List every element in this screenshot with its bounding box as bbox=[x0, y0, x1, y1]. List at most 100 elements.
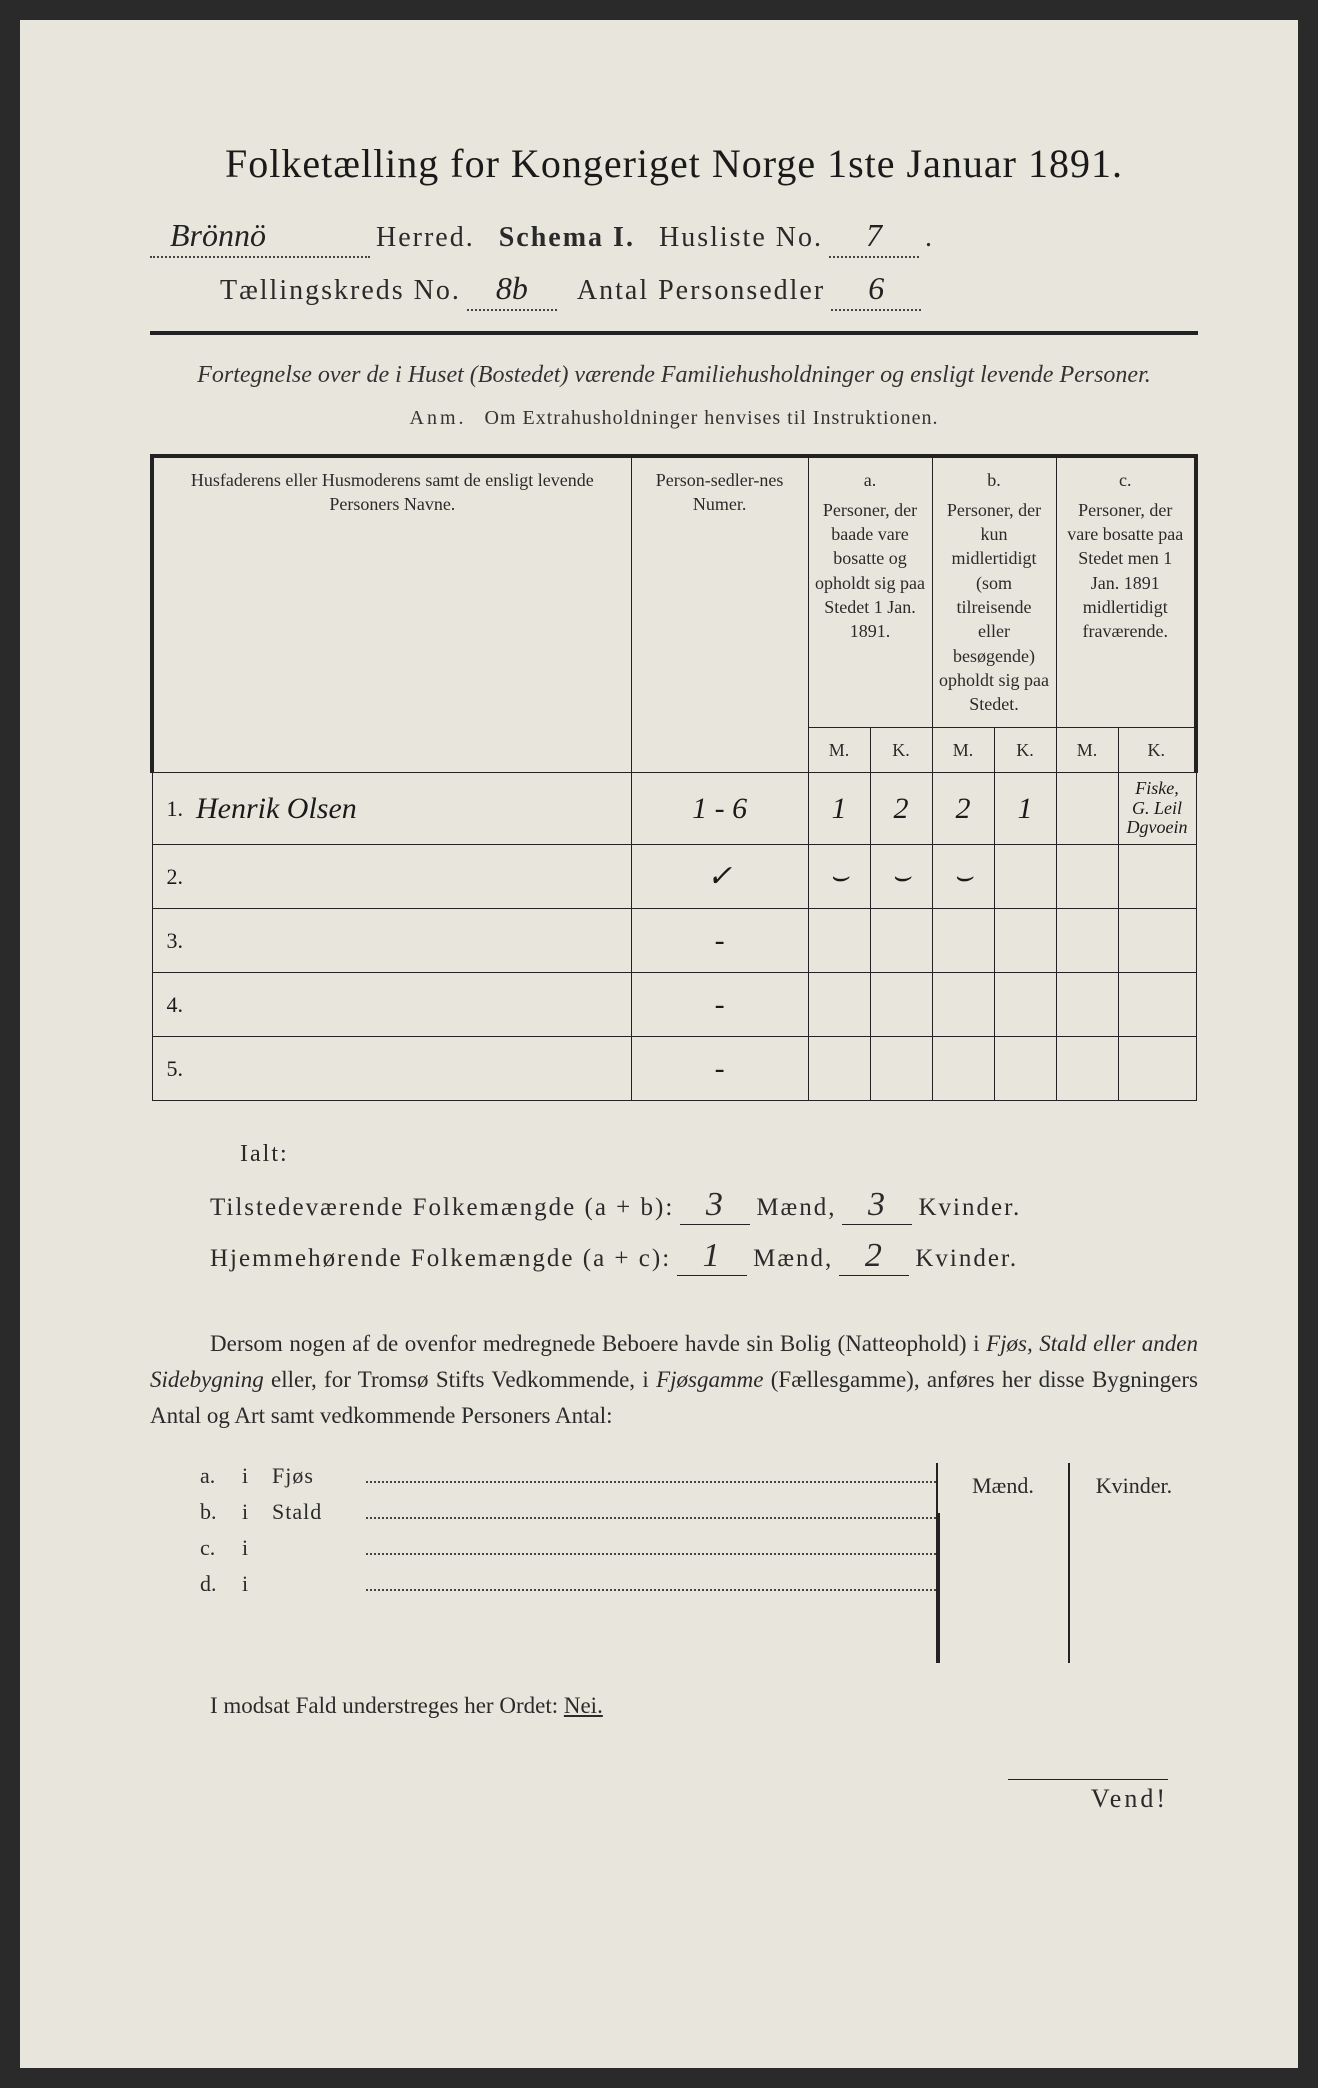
col-c: c. Personer, der vare bosatte paa Stedet… bbox=[1056, 456, 1196, 727]
bld-label: Fjøs bbox=[272, 1463, 352, 1489]
row-numer: - bbox=[631, 1037, 808, 1101]
bld-i: i bbox=[242, 1499, 258, 1525]
a-m: M. bbox=[808, 727, 870, 772]
building-row: b. i Stald bbox=[150, 1499, 936, 1525]
bld-i: i bbox=[242, 1571, 258, 1597]
header-line-2: Tællingskreds No. 8b Antal Personsedler … bbox=[150, 270, 1198, 311]
row-aM bbox=[808, 973, 870, 1037]
total-present: Tilstedeværende Folkemængde (a + b): 3 M… bbox=[210, 1186, 1198, 1225]
bld-i: i bbox=[242, 1535, 258, 1561]
col-b: b. Personer, der kun midlertidigt (som t… bbox=[932, 456, 1056, 727]
row-cM bbox=[1056, 909, 1118, 973]
buildings-table: a. i Fjøs b. i Stald c. i d. i bbox=[150, 1463, 1198, 1663]
kreds-label: Tællingskreds No. bbox=[220, 275, 461, 307]
row-aK bbox=[870, 973, 932, 1037]
col-numer: Person-sedler-nes Numer. bbox=[631, 456, 808, 773]
row-bK bbox=[994, 909, 1056, 973]
bld-dots bbox=[366, 1577, 936, 1591]
table-row: 4. - bbox=[152, 973, 1196, 1037]
divider bbox=[150, 331, 1198, 335]
title-main: Folketælling for Kongeriget Norge 1ste J… bbox=[225, 141, 1017, 186]
nei-line: I modsat Fald understreges her Ordet: Ne… bbox=[150, 1693, 1198, 1719]
row-numer: - bbox=[631, 973, 808, 1037]
kvinder-label: Kvinder. bbox=[915, 1245, 1018, 1273]
row-cK bbox=[1118, 973, 1196, 1037]
row-cK: Fiske, G. Leil Dgvoein bbox=[1118, 772, 1196, 844]
maend-label: Mænd, bbox=[756, 1194, 836, 1222]
buildings-list: a. i Fjøs b. i Stald c. i d. i bbox=[150, 1463, 936, 1663]
bld-letter: d. bbox=[200, 1571, 228, 1597]
row-bK bbox=[994, 845, 1056, 909]
subtitle: Fortegnelse over de i Huset (Bostedet) v… bbox=[150, 359, 1198, 393]
household-table: Husfaderens eller Husmoderens samt de en… bbox=[150, 454, 1198, 1102]
row-num: 3. bbox=[152, 909, 192, 973]
row-cM bbox=[1056, 772, 1118, 844]
total-resident-k: 2 bbox=[839, 1237, 909, 1276]
row-cK bbox=[1118, 909, 1196, 973]
col-b-text: Personer, der kun midlertidigt (som tilr… bbox=[939, 500, 1049, 714]
row-num: 5. bbox=[152, 1037, 192, 1101]
total-resident: Hjemmehørende Folkemængde (a + c): 1 Mæn… bbox=[210, 1237, 1198, 1276]
col-names: Husfaderens eller Husmoderens samt de en… bbox=[152, 456, 631, 773]
row-bM: 2 bbox=[932, 772, 994, 844]
buildings-paragraph: Dersom nogen af de ovenfor medregnede Be… bbox=[150, 1326, 1198, 1433]
row-cK bbox=[1118, 1037, 1196, 1101]
total-present-k: 3 bbox=[842, 1186, 912, 1225]
bld-dots bbox=[366, 1505, 936, 1519]
table-row: 5. - bbox=[152, 1037, 1196, 1101]
ialt-label: Ialt: bbox=[240, 1141, 1198, 1168]
row-cM bbox=[1056, 1037, 1118, 1101]
bld-label: Stald bbox=[272, 1499, 352, 1525]
row-name bbox=[192, 1037, 631, 1101]
row-bM bbox=[932, 1037, 994, 1101]
row-numer: - bbox=[631, 909, 808, 973]
bld-letter: b. bbox=[200, 1499, 228, 1525]
annotation: Anm. Om Extrahusholdninger henvises til … bbox=[150, 407, 1198, 430]
row-aK bbox=[870, 1037, 932, 1101]
bld-hdr-k: Kvinder. bbox=[1068, 1463, 1198, 1513]
row-cM bbox=[1056, 845, 1118, 909]
row-aM bbox=[808, 909, 870, 973]
col-c-text: Personer, der vare bosatte paa Stedet me… bbox=[1067, 500, 1183, 641]
total-present-label: Tilstedeværende Folkemængde (a + b): bbox=[210, 1194, 674, 1222]
row-aK: ⌣ bbox=[870, 845, 932, 909]
herred-label: Herred. bbox=[376, 222, 475, 254]
row-aM: ⌣ bbox=[808, 845, 870, 909]
anm-label: Anm. bbox=[410, 407, 467, 429]
schema-label: Schema I. bbox=[499, 222, 635, 254]
antal-label: Antal Personsedler bbox=[577, 275, 825, 307]
bld-dots bbox=[366, 1541, 936, 1555]
row-numer: 1 - 6 bbox=[631, 772, 808, 844]
total-resident-label: Hjemmehørende Folkemængde (a + c): bbox=[210, 1245, 671, 1273]
row-numer: ✓ bbox=[631, 845, 808, 909]
anm-text: Om Extrahusholdninger henvises til Instr… bbox=[485, 407, 939, 429]
row-bM bbox=[932, 973, 994, 1037]
turn-over: Vend! bbox=[1008, 1779, 1168, 1814]
maend-label: Mænd, bbox=[753, 1245, 833, 1273]
buildings-counts: Mænd. Kvinder. bbox=[936, 1463, 1198, 1663]
row-name bbox=[192, 909, 631, 973]
c-m: M. bbox=[1056, 727, 1118, 772]
header-line-1: Brönnö Herred. Schema I. Husliste No. 7. bbox=[150, 217, 1198, 258]
bld-hdr-m: Mænd. bbox=[938, 1463, 1068, 1513]
bld-dots bbox=[366, 1469, 936, 1483]
total-resident-m: 1 bbox=[677, 1237, 747, 1276]
col-c-letter: c. bbox=[1063, 468, 1188, 492]
row-aM: 1 bbox=[808, 772, 870, 844]
col-names-text: Husfaderens eller Husmoderens samt de en… bbox=[191, 470, 594, 514]
c-k: K. bbox=[1118, 727, 1196, 772]
building-row: a. i Fjøs bbox=[150, 1463, 936, 1489]
row-bK bbox=[994, 1037, 1056, 1101]
row-cK bbox=[1118, 845, 1196, 909]
col-b-letter: b. bbox=[939, 468, 1050, 492]
b-k: K. bbox=[994, 727, 1056, 772]
row-num: 1. bbox=[152, 772, 192, 844]
total-present-m: 3 bbox=[680, 1186, 750, 1225]
census-form-page: Folketælling for Kongeriget Norge 1ste J… bbox=[20, 20, 1298, 2068]
row-name: Henrik Olsen bbox=[192, 772, 631, 844]
title-year: 1891. bbox=[1028, 141, 1123, 186]
bld-col-m bbox=[938, 1513, 1068, 1663]
table-row: 3. - bbox=[152, 909, 1196, 973]
row-bM: ⌣ bbox=[932, 845, 994, 909]
row-bK bbox=[994, 973, 1056, 1037]
